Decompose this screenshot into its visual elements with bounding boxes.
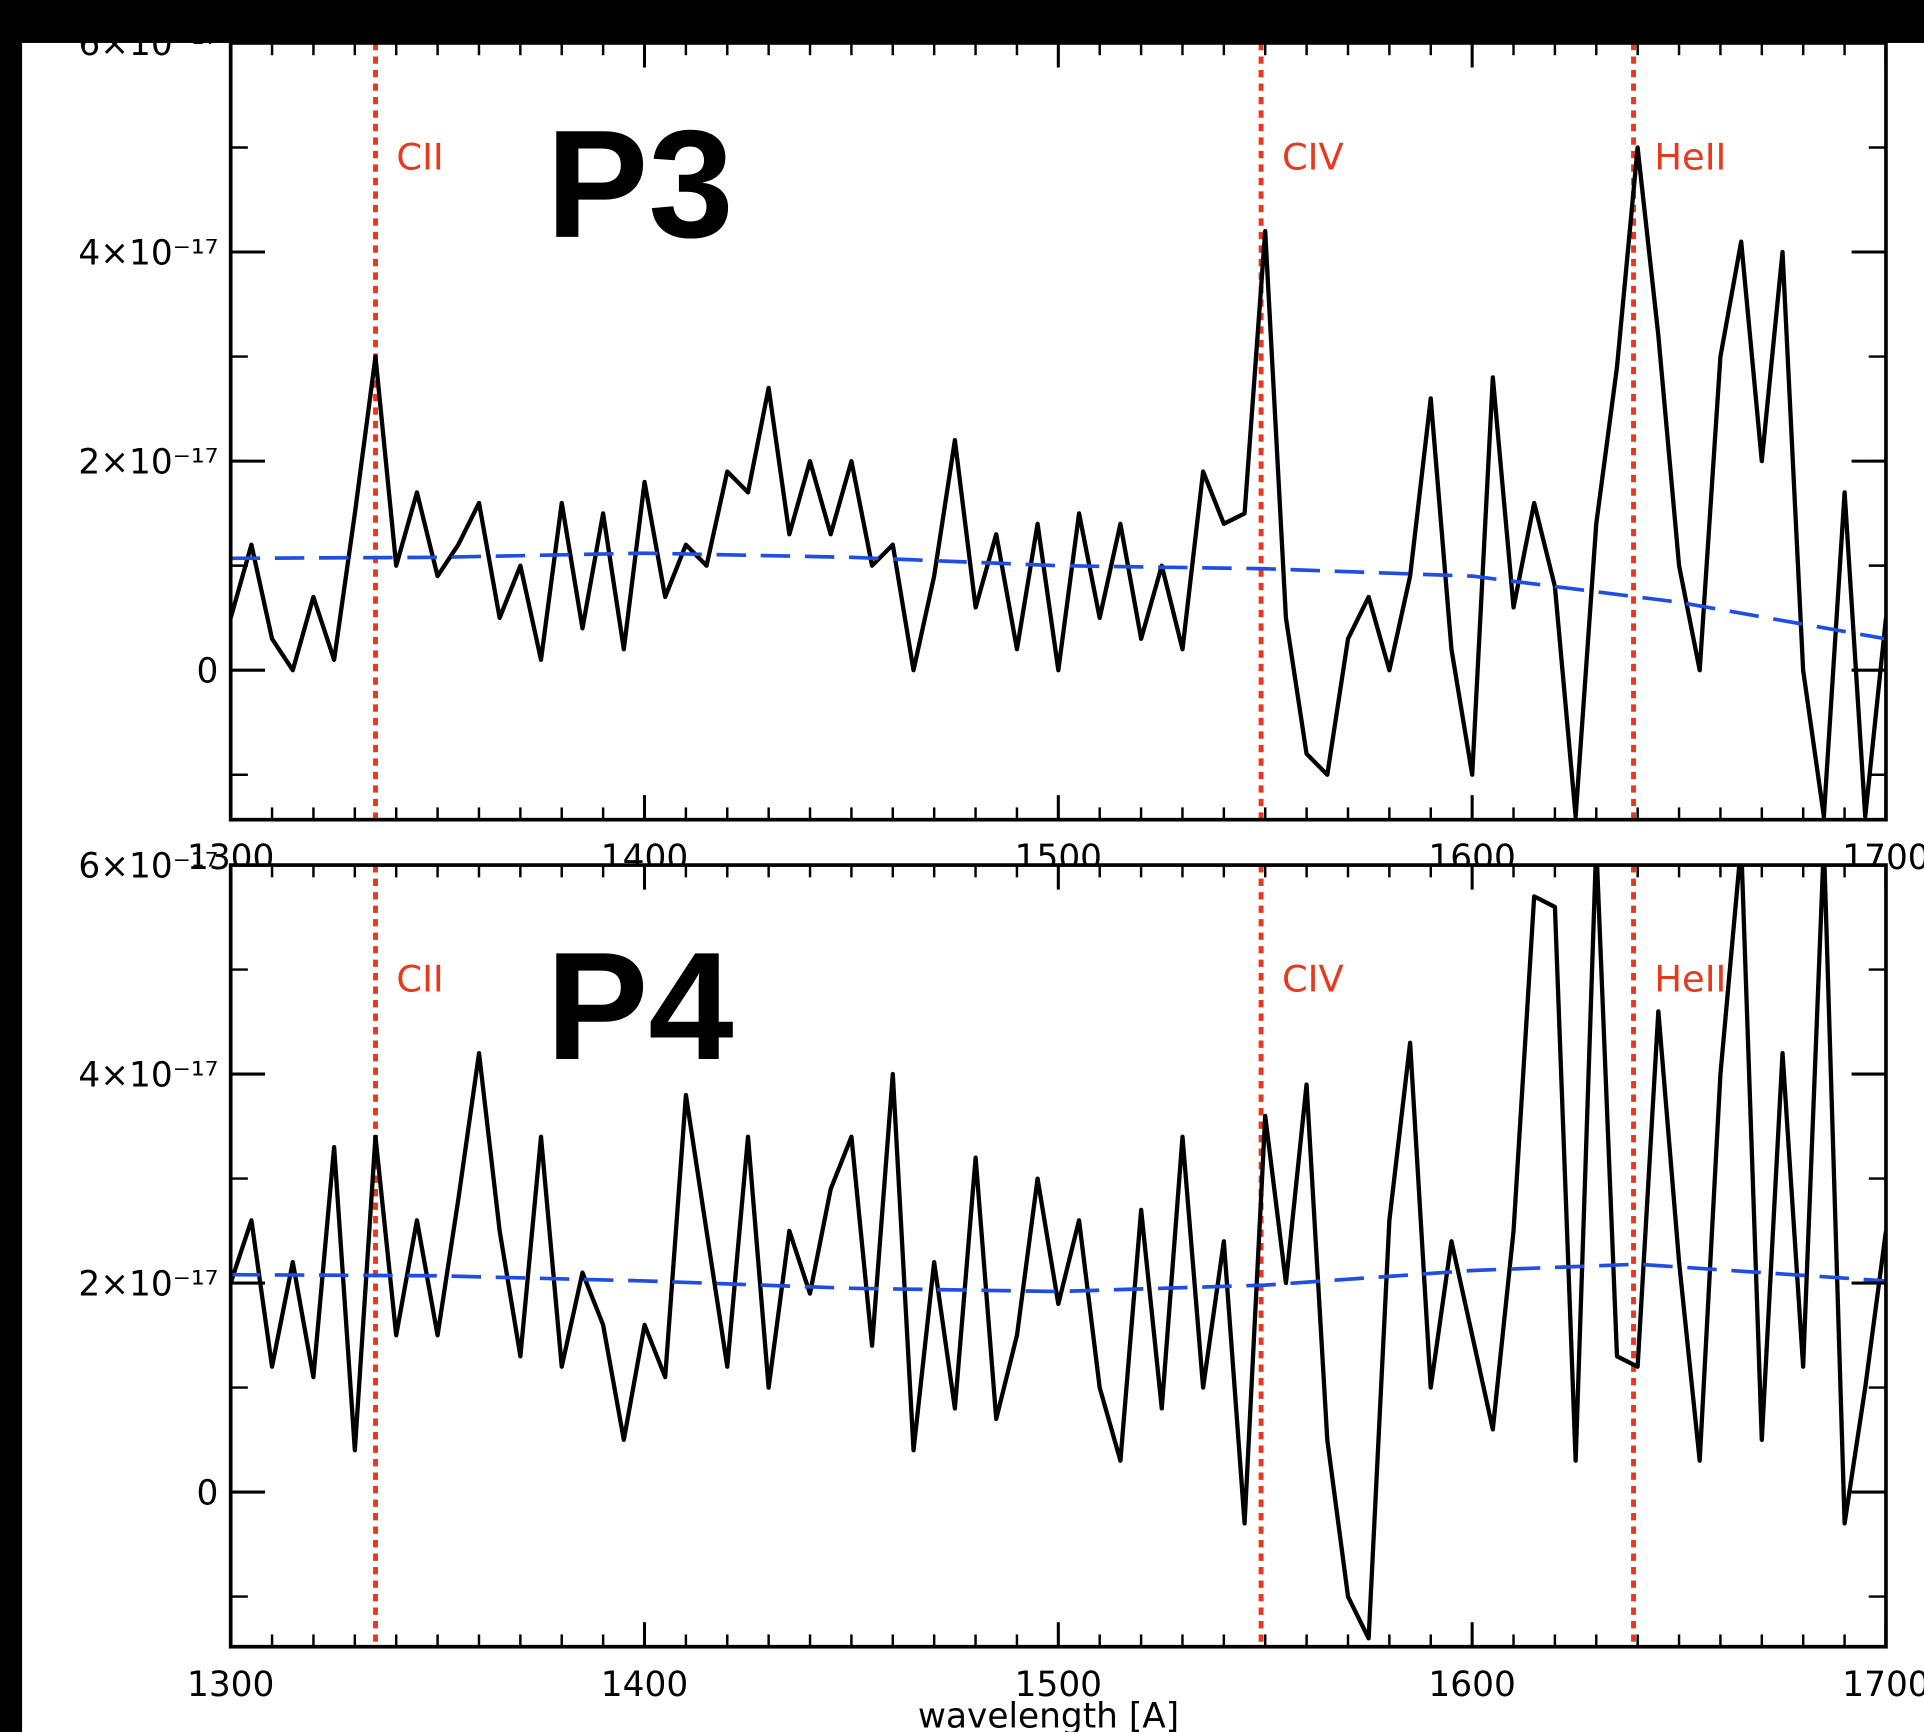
y-tick-label: 0 [197,651,219,691]
x-tick-label: 1400 [601,1665,688,1705]
x-axis-label: wavelength [A] [918,1697,1179,1732]
y-tick-label: 0 [197,1473,219,1513]
y-tick-label: 2×10⁻¹⁷ [78,442,218,482]
line-label: CII [396,135,443,178]
spectrum-line [230,865,1886,1641]
panel-title: P3 [546,98,734,270]
plot-background [230,865,1886,1647]
plot-area [230,865,1886,1647]
plot-frame [228,41,1888,822]
x-tick-label: 1700 [1842,1665,1924,1705]
line-label: HeII [1654,135,1726,178]
line-label: HeII [1654,957,1726,1000]
y-tick-label: 6×10⁻¹⁷ [78,24,218,64]
line-label: CIV [1282,957,1344,1000]
line-label: CII [396,957,443,1000]
panel-title: P4 [546,920,734,1092]
y-tick-label: 2×10⁻¹⁷ [78,1264,218,1304]
y-tick-label: 6×10⁻¹⁷ [78,846,218,886]
x-tick-label: 1500 [1015,1665,1102,1705]
continuum-line [230,1262,1886,1294]
y-tick-label: 4×10⁻¹⁷ [78,1055,218,1095]
plot-frame [228,863,1888,1649]
top-band [0,0,1924,43]
continuum-line [230,551,1886,641]
line-label: CIV [1282,135,1344,178]
spectrum-line [230,145,1886,819]
y-tick-label: 4×10⁻¹⁷ [78,233,218,273]
left-band [0,0,23,1732]
plot-area [230,42,1886,820]
x-tick-label: 1600 [1428,1665,1515,1705]
x-tick-label: 1300 [187,1665,274,1705]
